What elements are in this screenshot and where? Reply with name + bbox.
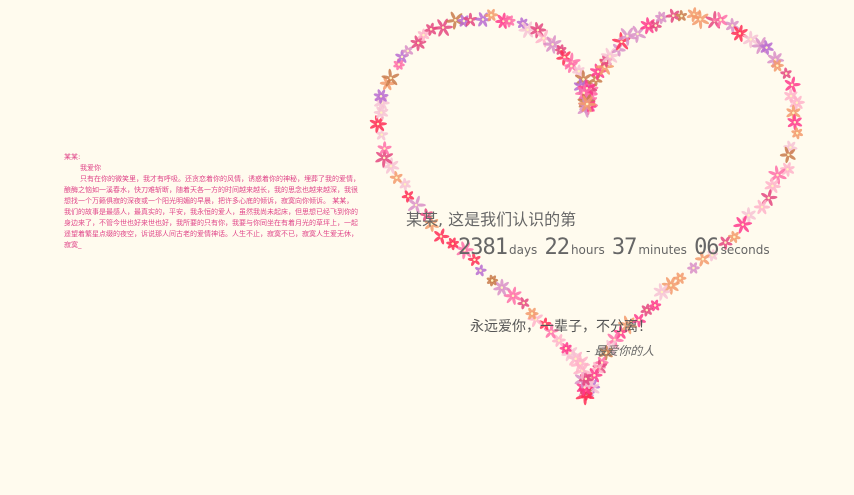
heart-flower [712, 11, 728, 28]
hours-value: 22 [544, 235, 569, 260]
heart-flower [761, 189, 778, 207]
heart-flower [655, 11, 668, 25]
days-value: 2381 [458, 235, 508, 260]
heart-flower [648, 299, 662, 312]
heart-flower [691, 9, 710, 30]
heart-flower [779, 146, 796, 164]
heart-flower [525, 307, 539, 320]
heart-flower [791, 127, 804, 140]
heart-flower [389, 171, 403, 184]
hours-unit: hours [570, 243, 605, 257]
heart-flower [417, 28, 430, 42]
heart-flower [493, 278, 511, 296]
heart-flower [600, 47, 620, 66]
seconds-value: 06 [694, 235, 719, 260]
heart-flower [424, 216, 439, 233]
heart-flower [586, 368, 603, 383]
heart-flower [733, 215, 753, 234]
heart-flower [725, 17, 740, 34]
heart-flower [742, 30, 759, 49]
heart-flower [789, 94, 805, 111]
heart-flower [759, 40, 774, 56]
heart-flower [543, 35, 562, 54]
heart-flower [718, 236, 733, 250]
heart-flower [433, 228, 450, 245]
heart-flower [530, 21, 547, 39]
heart-flower [640, 303, 654, 317]
heart-flower [572, 64, 586, 78]
heart-flower [375, 148, 394, 168]
heart-flower [653, 283, 671, 301]
heart-flower [779, 162, 795, 177]
heart-flower [665, 8, 680, 23]
forever-message: 永远爱你，一辈子，不分离！ [470, 319, 652, 335]
heart-flower [373, 89, 389, 104]
heart-flower [503, 15, 516, 28]
heart-flower [554, 44, 567, 57]
heart-flower [694, 251, 710, 267]
seconds-unit: seconds [720, 243, 770, 257]
heart-flower [401, 45, 414, 57]
minutes-value: 37 [611, 235, 637, 260]
heart-flower [445, 11, 465, 30]
heart-flower [467, 253, 481, 267]
heart-flower [433, 18, 454, 37]
heart-flower [675, 10, 688, 22]
heart-flower [618, 315, 638, 335]
heart-flower [780, 67, 792, 79]
heart-flower [784, 76, 801, 93]
elapsed-time-counter: 2381 days 22 hours 37 minutes 06 seconds [458, 235, 773, 260]
heart-flower [381, 68, 400, 87]
heart-flower [399, 177, 411, 191]
heart-flower [728, 230, 741, 244]
love-letter: 某某: 我爱你 只有在你的微笑里，我才有呼吸。还贪恋着你的风情，诱惑着你的神秘，… [64, 152, 360, 251]
heart-flower [475, 264, 487, 277]
letter-greeting: 某某: [64, 153, 81, 161]
heart-flower [446, 237, 460, 251]
heart-flower [687, 262, 700, 274]
heart-flower [551, 334, 566, 347]
heart-flower [377, 141, 392, 155]
heart-flower [578, 95, 597, 113]
heart-flower [484, 8, 499, 22]
heart-flower [564, 58, 578, 74]
letter-body: 只有在你的微笑里，我才有呼吸。还贪恋着你的风情，诱惑着你的神秘，埋葬了我的爱情，… [64, 175, 360, 249]
days-unit: days [508, 243, 538, 257]
heart-flower [673, 272, 687, 284]
heart-flower [786, 104, 801, 121]
page-title: 某某, 这是我们认识的第 [406, 210, 577, 229]
signature: - 最爱你的人 [586, 344, 655, 358]
heart-flower [419, 208, 433, 222]
minutes-unit: minutes [638, 243, 687, 257]
heart-flower [770, 59, 784, 72]
heart-flower [401, 190, 415, 203]
letter-love-you: 我爱你 [80, 164, 101, 172]
heart-flower [631, 313, 647, 328]
heart-flower [486, 274, 499, 287]
heart-flower [753, 199, 771, 215]
heart-flower [407, 195, 426, 215]
heart-flower [517, 297, 530, 310]
heart-flower [535, 29, 553, 48]
heart-flower [455, 241, 474, 260]
